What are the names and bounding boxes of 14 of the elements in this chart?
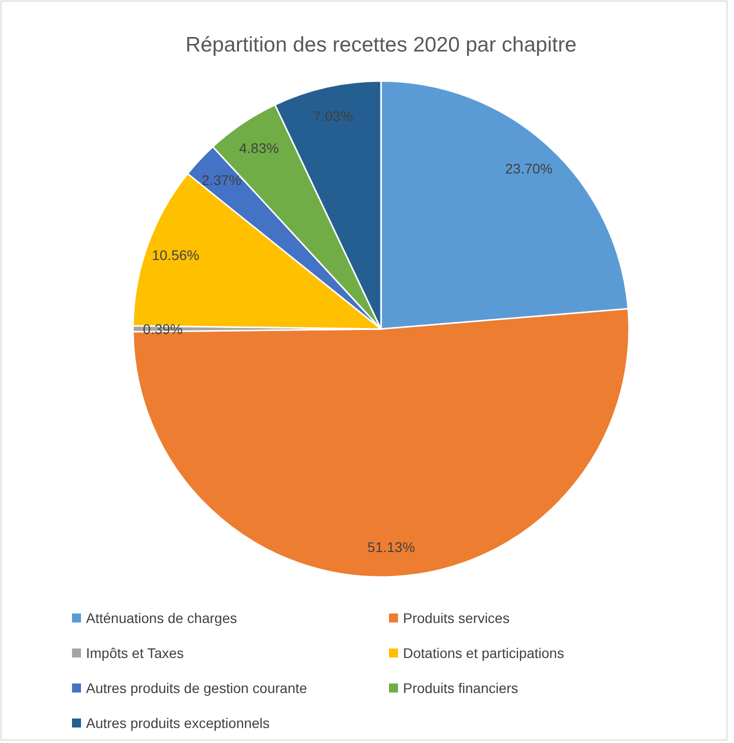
data-label: 2.37%: [202, 172, 242, 188]
data-label: 51.13%: [367, 539, 415, 556]
data-label: 7.03%: [313, 108, 354, 124]
data-label: 10.56%: [152, 247, 200, 264]
legend-label: Autres produits de gestion courante: [86, 680, 308, 696]
data-label: 4.83%: [239, 140, 279, 156]
legend-label: Autres produits exceptionnels: [86, 715, 270, 731]
legend-label: Produits financiers: [403, 680, 518, 696]
legend-label: Dotations et participations: [403, 645, 564, 661]
legend-label: Impôts et Taxes: [86, 645, 184, 661]
data-label: 23.70%: [505, 160, 553, 176]
legend-label: Atténuations de charges: [86, 610, 237, 626]
legend-label: Produits services: [403, 610, 510, 626]
chart-title: Répartition des recettes 2020 par chapitre: [185, 34, 577, 56]
